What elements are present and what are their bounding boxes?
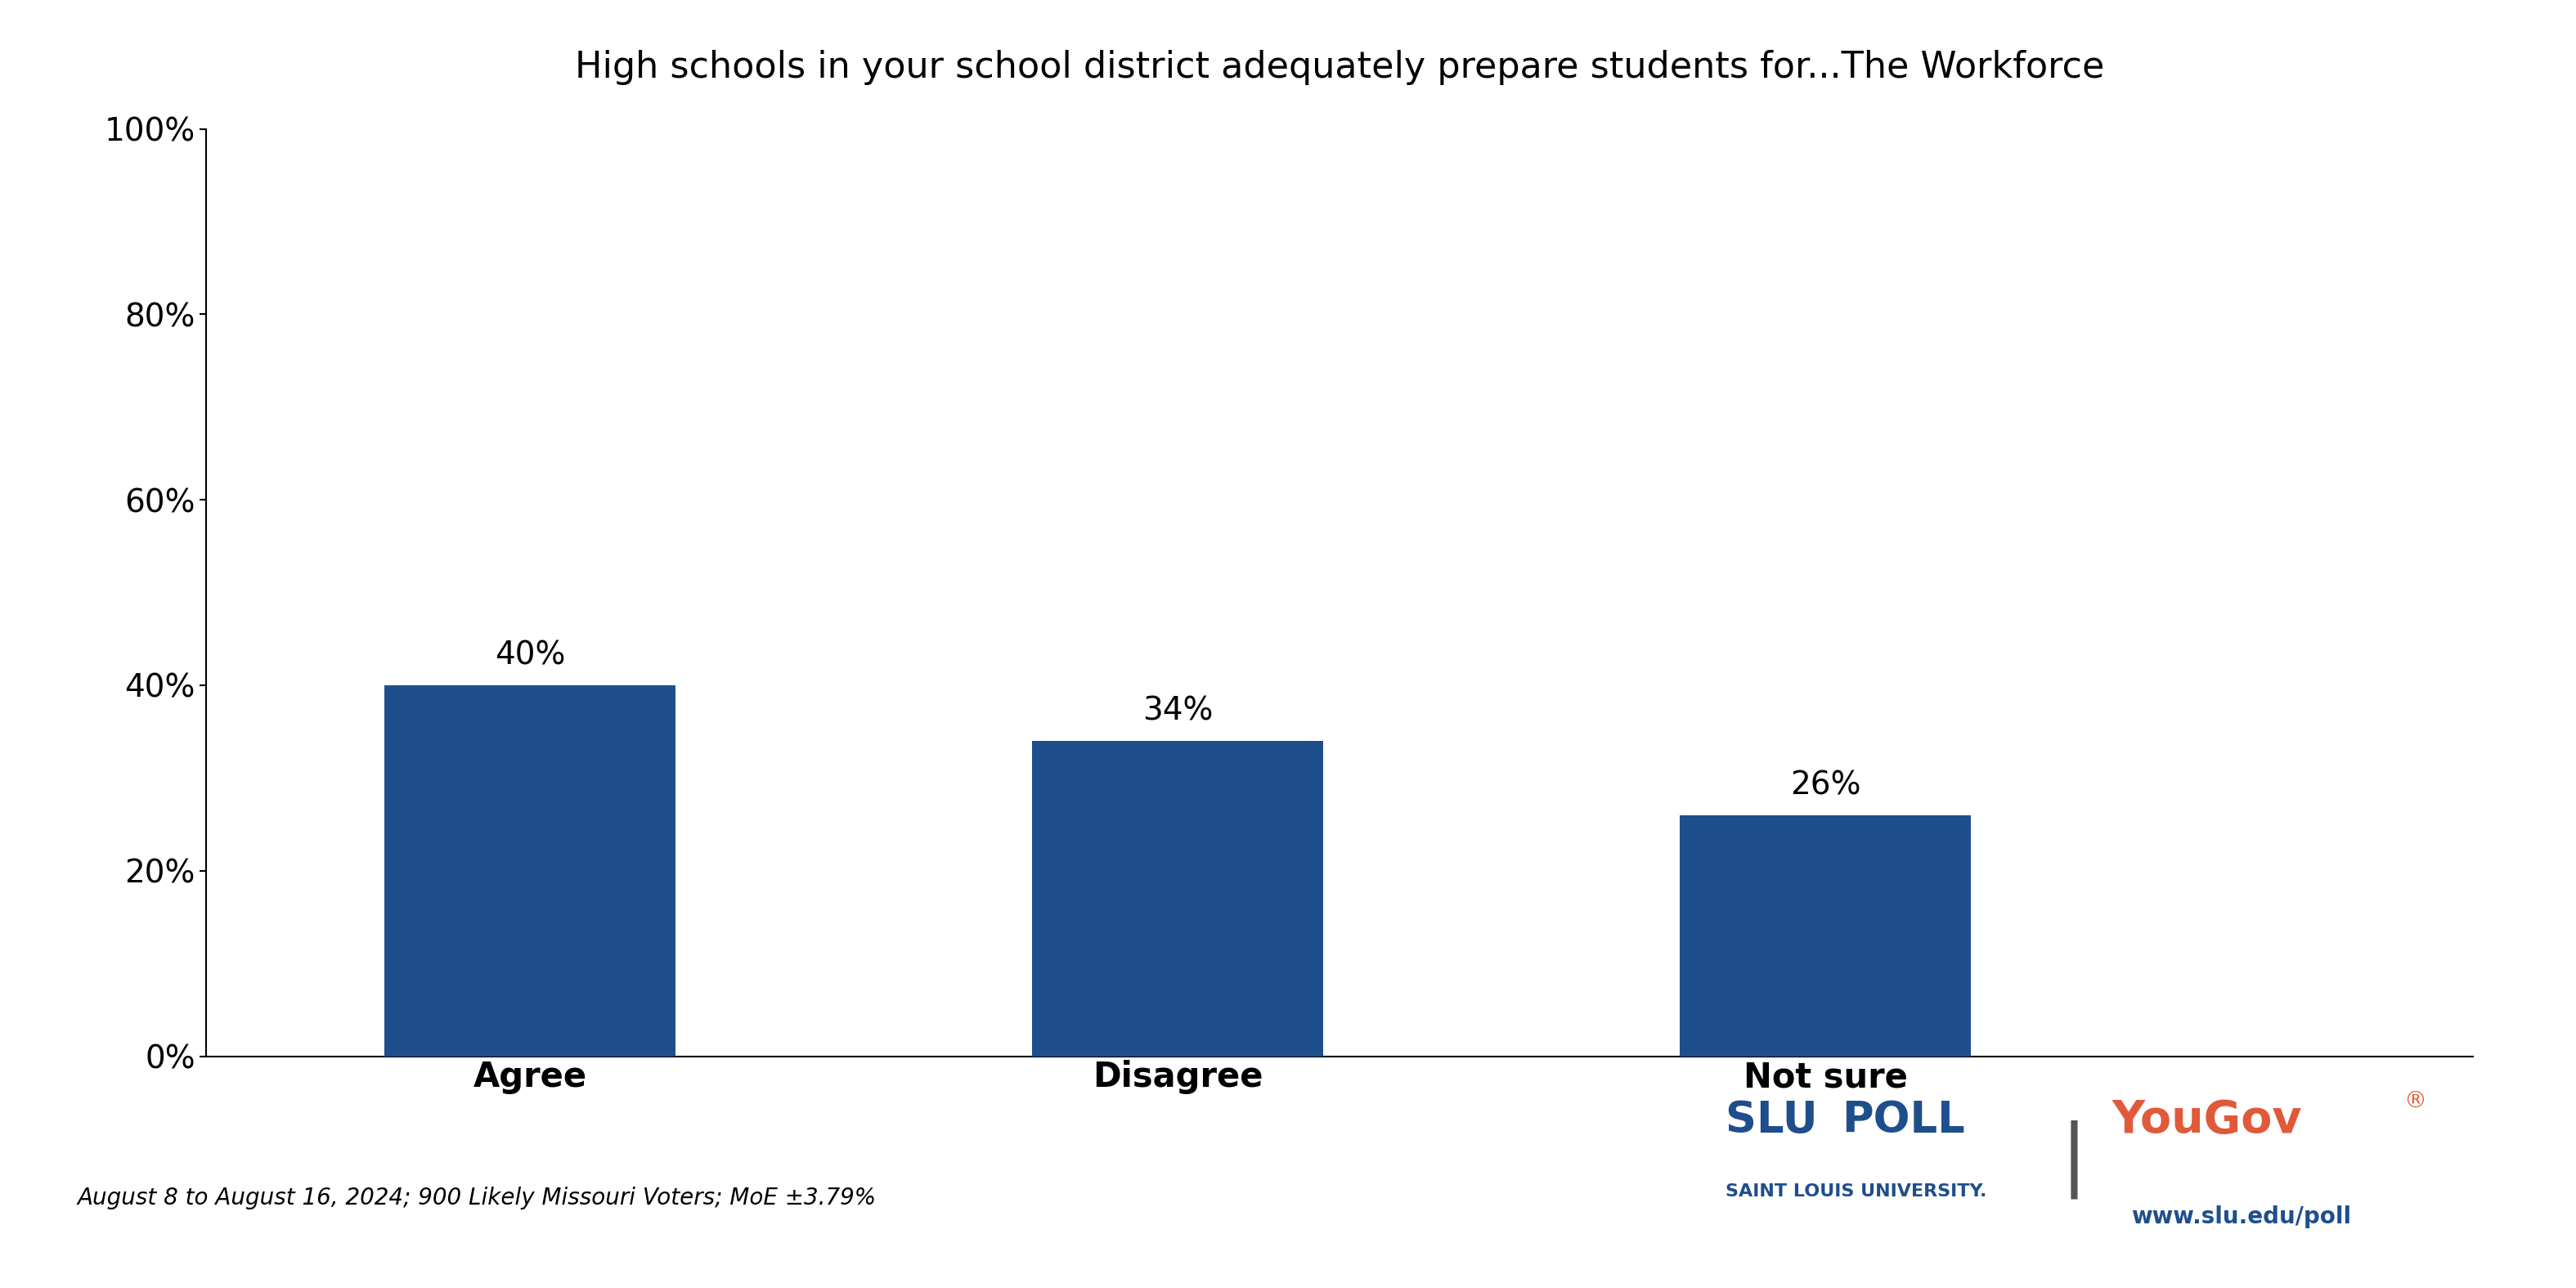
Text: |: | [2061, 1119, 2087, 1199]
Bar [1033, 741, 1324, 1056]
Text: August 8 to August 16, 2024; 900 Likely Missouri Voters; MoE ±3.79%: August 8 to August 16, 2024; 900 Likely … [77, 1186, 876, 1209]
Text: YouGov: YouGov [2112, 1099, 2303, 1142]
Text: 34%: 34% [1141, 696, 1213, 726]
Text: SAINT LOUIS UNIVERSITY.: SAINT LOUIS UNIVERSITY. [1726, 1184, 1986, 1199]
Text: 26%: 26% [1790, 770, 1860, 801]
Text: SLU: SLU [1726, 1099, 1834, 1142]
Text: ®: ® [2403, 1090, 2427, 1113]
Bar [1680, 815, 1971, 1056]
Text: POLL: POLL [1842, 1099, 1965, 1142]
Title: High schools in your school district adequately prepare students for...The Workf: High schools in your school district ade… [574, 50, 2105, 85]
Bar [384, 685, 675, 1056]
Text: www.slu.edu/poll: www.slu.edu/poll [2130, 1206, 2352, 1229]
Text: 40%: 40% [495, 640, 564, 671]
